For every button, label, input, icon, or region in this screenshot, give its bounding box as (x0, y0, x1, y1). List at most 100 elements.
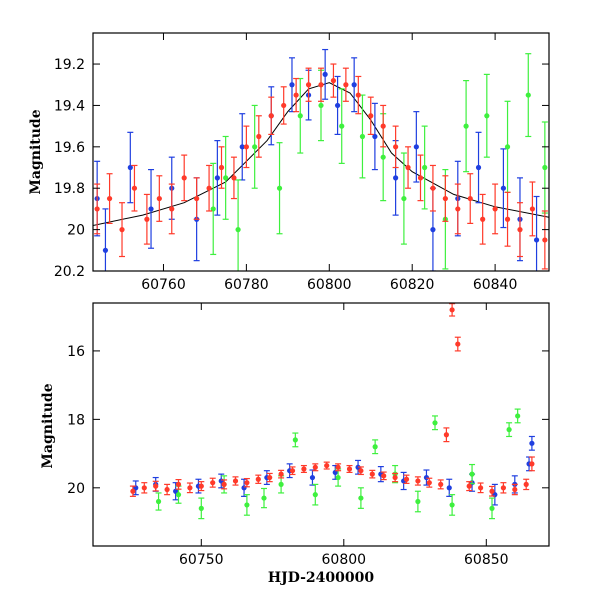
bottom-data-point (155, 498, 162, 505)
top-series-0 (94, 48, 540, 271)
bottom-data-point (175, 492, 182, 498)
bottom-data-point (312, 464, 318, 470)
top-data-point (127, 164, 133, 171)
top-data-point (430, 185, 436, 191)
top-y-axis-label: Magnitude (28, 109, 44, 194)
top-data-point (542, 237, 548, 243)
top-data-point (252, 144, 258, 150)
top-series-2 (94, 63, 548, 270)
top-data-point (322, 71, 328, 77)
bottom-y-tick-label: 18 (67, 412, 85, 428)
top-data-point (281, 102, 287, 109)
top-data-point (413, 144, 419, 150)
top-data-point (525, 92, 531, 98)
top-data-point (289, 82, 295, 88)
top-data-point (504, 144, 511, 150)
bottom-x-axis-label: HJD-2400000 (268, 570, 375, 586)
top-data-point (268, 113, 274, 119)
top-data-point (235, 227, 241, 233)
top-data-point (339, 123, 345, 129)
top-data-point (330, 78, 337, 84)
top-data-point (181, 175, 187, 181)
top-data-point (380, 154, 386, 160)
top-panel: 60760 60780 60800 60820 60840 19.2 19.4 19.6 19.… (54, 32, 550, 293)
bottom-y-tick-label: 20 (67, 481, 85, 497)
bottom-data-point (335, 464, 341, 470)
top-x-tick-label: 60780 (224, 277, 269, 293)
top-y-tick-label: 20 (67, 223, 85, 239)
bottom-data-point (415, 478, 421, 484)
bottom-data-point (187, 485, 193, 491)
top-data-point (131, 185, 138, 191)
bottom-data-point (198, 483, 204, 489)
bottom-data-point (432, 420, 438, 426)
bottom-data-point (173, 488, 179, 494)
bottom-data-point (346, 466, 353, 472)
top-data-point (372, 133, 378, 140)
bottom-x-tick-label: 60750 (179, 552, 224, 568)
top-data-point (297, 113, 303, 119)
top-data-point (405, 164, 411, 171)
top-data-point (368, 113, 374, 119)
bottom-y-axis-label: Magnitude (40, 383, 56, 468)
bottom-data-point (523, 481, 529, 487)
bottom-data-point (478, 485, 484, 491)
bottom-panel: 60750 60800 60850 16 18 20 (67, 302, 550, 568)
bottom-data-point (449, 502, 455, 508)
top-y-tick-label: 19.6 (54, 140, 85, 156)
bottom-data-point (324, 462, 330, 469)
top-data-point (417, 175, 424, 181)
top-data-point (504, 216, 511, 222)
top-data-point (243, 144, 249, 150)
bottom-data-point (301, 466, 307, 472)
top-x-tick-label: 60760 (141, 277, 186, 293)
top-data-point (318, 102, 324, 109)
top-data-point (484, 113, 490, 119)
bottom-data-point (175, 481, 182, 487)
bottom-data-point (164, 486, 170, 493)
top-y-tick-label: 19.8 (54, 181, 85, 197)
top-data-point (430, 227, 436, 233)
top-data-point (475, 164, 482, 171)
top-y-tick-label: 20.2 (54, 264, 85, 280)
bottom-data-point (469, 471, 475, 477)
top-data-point (305, 82, 312, 88)
top-data-point (156, 195, 162, 202)
bottom-data-point (449, 307, 455, 313)
bottom-data-point (244, 502, 250, 508)
top-plot-area (93, 48, 549, 271)
bottom-data-point (426, 480, 432, 486)
bottom-data-point (289, 468, 296, 474)
top-data-point (542, 164, 548, 171)
bottom-data-point (244, 480, 250, 486)
bottom-data-point (153, 483, 159, 489)
top-data-point (380, 123, 386, 129)
bottom-data-point (515, 413, 521, 419)
bottom-data-point (512, 486, 518, 493)
bottom-data-point (141, 485, 147, 491)
top-data-point (223, 175, 229, 181)
top-data-point (533, 237, 540, 243)
bottom-data-point (529, 440, 535, 446)
top-data-point (276, 185, 283, 191)
top-data-point (442, 195, 448, 202)
top-data-point (94, 206, 100, 212)
top-data-point (517, 227, 523, 233)
bottom-data-point (372, 444, 378, 450)
top-data-point (293, 92, 299, 98)
top-data-point (239, 144, 245, 150)
bottom-data-point (506, 427, 512, 433)
top-x-tick-label: 60800 (307, 277, 352, 293)
top-series-1 (210, 53, 548, 271)
top-data-point (256, 133, 262, 140)
top-data-point (343, 82, 349, 88)
top-axes-frame (92, 32, 550, 272)
bottom-data-point (489, 488, 495, 494)
bottom-axes-frame (92, 302, 550, 547)
bottom-data-point (358, 468, 364, 474)
top-data-point (463, 123, 469, 129)
top-x-tick-label: 60840 (473, 277, 518, 293)
top-data-point (194, 195, 200, 202)
bottom-data-point (500, 485, 506, 491)
top-model-curve (93, 82, 549, 226)
